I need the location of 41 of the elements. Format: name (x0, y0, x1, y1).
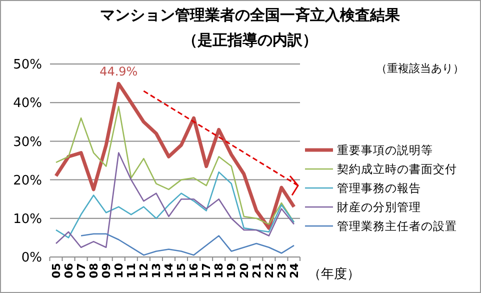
legend-label: 管理業務主任者の設置 (337, 219, 457, 234)
line-series (55, 152, 295, 248)
x-tick-label: 08 (87, 263, 100, 278)
x-tick-label: 11 (125, 263, 138, 278)
y-tick-label: 30% (13, 134, 42, 150)
x-tick-label: 13 (150, 263, 164, 278)
x-tick-label: 23 (275, 263, 288, 278)
x-tick-label: 24 (288, 262, 301, 278)
x-tick-label: 07 (74, 263, 88, 278)
line-series (80, 233, 295, 256)
x-tick-label: 17 (200, 263, 214, 278)
legend-label: 契約成立時の書面交付 (337, 162, 457, 176)
x-tick-label: 21 (250, 263, 264, 278)
x-tick-label: 22 (262, 263, 276, 278)
x-tick-label: 09 (100, 263, 113, 278)
chart-subtitle: （是正指導の内訳） (182, 31, 318, 49)
line-series (55, 106, 295, 225)
x-tick-label: 18 (212, 263, 226, 278)
x-tick-label: 20 (238, 262, 251, 278)
y-tick-label: 0% (21, 250, 42, 266)
y-tick-label: 20% (13, 173, 42, 188)
x-tick-label: 05 (50, 263, 63, 278)
y-tick-label: 10% (13, 212, 42, 227)
line-series (54, 82, 296, 230)
legend-label: 管理事務の報告 (337, 181, 421, 196)
x-tick-label: 15 (175, 263, 188, 278)
y-tick-label: 50% (13, 58, 42, 73)
x-tick-label: 19 (225, 263, 238, 278)
x-tick-label: 06 (62, 262, 76, 278)
x-tick-label: 14 (162, 262, 176, 278)
annotation: 44.9% (100, 64, 138, 79)
legend-label: 財産の分別管理 (337, 200, 421, 214)
x-axis-title: （年度） (308, 266, 360, 282)
x-tick-label: 12 (138, 263, 151, 278)
y-tick-label: 40% (13, 96, 42, 112)
text: （重複該当あり） (376, 62, 464, 75)
x-tick-label: 16 (188, 262, 201, 278)
legend-label: 重要事項の説明等 (337, 143, 433, 158)
chart-title: マンション管理業者の全国一斉立入検査結果 (100, 6, 401, 24)
line-series (55, 171, 295, 238)
x-tick-label: 10 (112, 262, 126, 278)
